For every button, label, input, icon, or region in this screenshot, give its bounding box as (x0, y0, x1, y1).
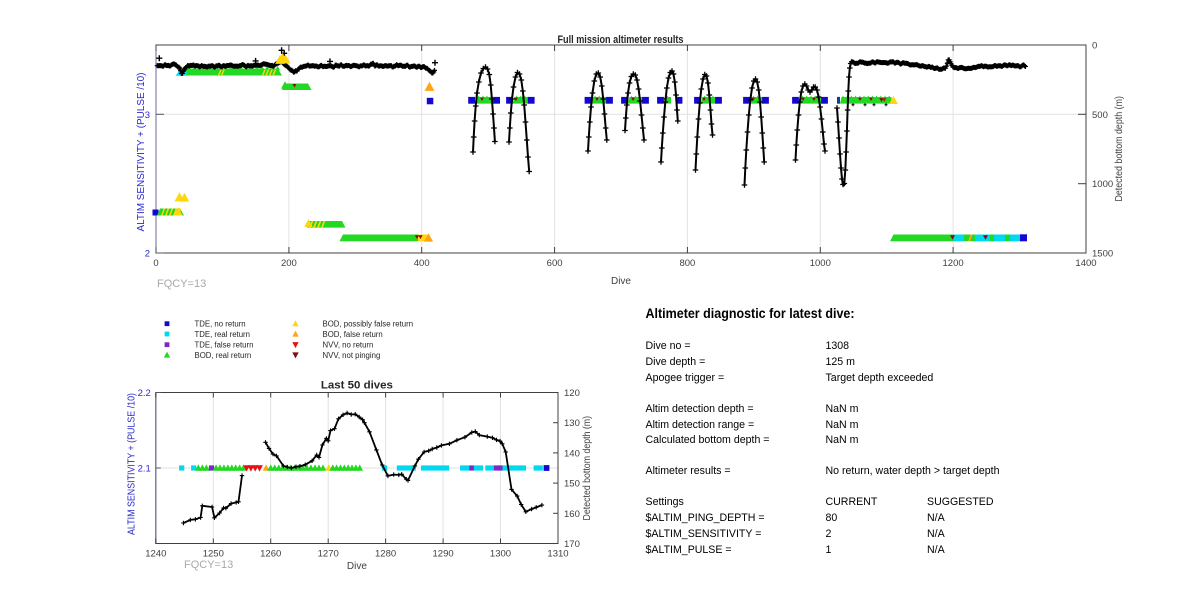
svg-text:1500: 1500 (1092, 249, 1113, 260)
svg-text:1000: 1000 (1092, 179, 1113, 190)
svg-text:1250: 1250 (203, 549, 224, 560)
svg-text:120: 120 (564, 388, 580, 399)
svg-text:No return, water depth > targe: No return, water depth > target depth (826, 465, 1000, 477)
svg-text:Apogee trigger =: Apogee trigger = (646, 372, 725, 384)
svg-text:1300: 1300 (490, 549, 511, 560)
svg-text:Dive no =: Dive no = (646, 340, 691, 352)
svg-text:130: 130 (564, 418, 580, 429)
svg-text:200: 200 (281, 258, 297, 269)
svg-text:Last 50 dives: Last 50 dives (321, 380, 393, 392)
svg-text:NVV, no return: NVV, no return (323, 341, 374, 350)
svg-text:NVV, not pinging: NVV, not pinging (323, 351, 381, 360)
svg-text:1240: 1240 (145, 549, 166, 560)
svg-text:ALTIM SENSITIVITY + (PULSE /10: ALTIM SENSITIVITY + (PULSE /10) (127, 393, 138, 535)
svg-text:N/A: N/A (927, 512, 946, 524)
svg-text:2: 2 (826, 528, 832, 540)
svg-text:2.1: 2.1 (138, 464, 151, 475)
svg-text:3: 3 (145, 110, 150, 121)
svg-text:Target depth exceeded: Target depth exceeded (826, 372, 934, 384)
svg-text:1260: 1260 (260, 549, 281, 560)
svg-text:Calculated bottom depth =: Calculated bottom depth = (646, 434, 770, 446)
svg-text:N/A: N/A (927, 528, 946, 540)
svg-text:1400: 1400 (1075, 258, 1096, 269)
svg-text:1290: 1290 (433, 549, 454, 560)
svg-text:1: 1 (826, 544, 832, 556)
svg-text:NaN m: NaN m (826, 434, 859, 446)
svg-text:80: 80 (826, 512, 838, 524)
svg-text:1308: 1308 (826, 340, 850, 352)
svg-text:1000: 1000 (810, 258, 831, 269)
svg-text:$ALTIM_PING_DEPTH =: $ALTIM_PING_DEPTH = (646, 512, 765, 524)
svg-text:NaN m: NaN m (826, 403, 859, 415)
svg-text:Altimeter results =: Altimeter results = (646, 465, 731, 477)
svg-text:BOD, real return: BOD, real return (195, 351, 252, 360)
svg-text:150: 150 (564, 479, 580, 490)
svg-text:CURRENT: CURRENT (826, 496, 878, 508)
svg-text:400: 400 (414, 258, 430, 269)
svg-text:N/A: N/A (927, 544, 946, 556)
svg-text:600: 600 (547, 258, 563, 269)
svg-text:Settings: Settings (646, 496, 684, 508)
svg-text:500: 500 (1092, 110, 1108, 121)
svg-text:140: 140 (564, 448, 580, 459)
svg-text:TDE, real return: TDE, real return (195, 330, 250, 339)
svg-text:Full mission altimeter results: Full mission altimeter results (558, 34, 684, 46)
svg-text:0: 0 (1092, 41, 1097, 52)
svg-text:1270: 1270 (318, 549, 339, 560)
svg-text:2: 2 (145, 249, 150, 260)
svg-text:0: 0 (153, 258, 158, 269)
svg-text:Detected bottom depth (m): Detected bottom depth (m) (1114, 96, 1125, 202)
svg-text:TDE, false return: TDE, false return (195, 341, 254, 350)
svg-text:Altimeter diagnostic for lates: Altimeter diagnostic for latest dive: (646, 306, 855, 321)
svg-text:Altim detection depth =: Altim detection depth = (646, 403, 754, 415)
svg-text:170: 170 (564, 539, 580, 550)
svg-text:2.2: 2.2 (138, 388, 151, 399)
svg-text:ALTIM SENSITIVITY + (PULSE /10: ALTIM SENSITIVITY + (PULSE /10) (136, 73, 147, 232)
svg-text:Dive: Dive (347, 561, 367, 572)
svg-text:FQCY=13: FQCY=13 (184, 559, 233, 571)
svg-text:125 m: 125 m (826, 356, 856, 368)
svg-text:160: 160 (564, 509, 580, 520)
svg-text:Altim detection range =: Altim detection range = (646, 419, 755, 431)
svg-text:$ALTIM_PULSE =: $ALTIM_PULSE = (646, 544, 732, 556)
svg-text:800: 800 (679, 258, 695, 269)
svg-text:Dive: Dive (611, 276, 631, 287)
svg-text:1280: 1280 (375, 549, 396, 560)
svg-text:BOD, possibly false return: BOD, possibly false return (323, 320, 414, 329)
svg-text:BOD, false return: BOD, false return (323, 330, 383, 339)
svg-text:1310: 1310 (547, 549, 568, 560)
svg-text:TDE, no return: TDE, no return (195, 320, 246, 329)
svg-text:1200: 1200 (943, 258, 964, 269)
svg-text:SUGGESTED: SUGGESTED (927, 496, 994, 508)
svg-text:NaN m: NaN m (826, 419, 859, 431)
svg-text:$ALTIM_SENSITIVITY =: $ALTIM_SENSITIVITY = (646, 528, 762, 540)
svg-text:Dive depth =: Dive depth = (646, 356, 706, 368)
svg-text:Detected bottom depth (m): Detected bottom depth (m) (582, 416, 593, 521)
svg-text:FQCY=13: FQCY=13 (157, 278, 206, 290)
